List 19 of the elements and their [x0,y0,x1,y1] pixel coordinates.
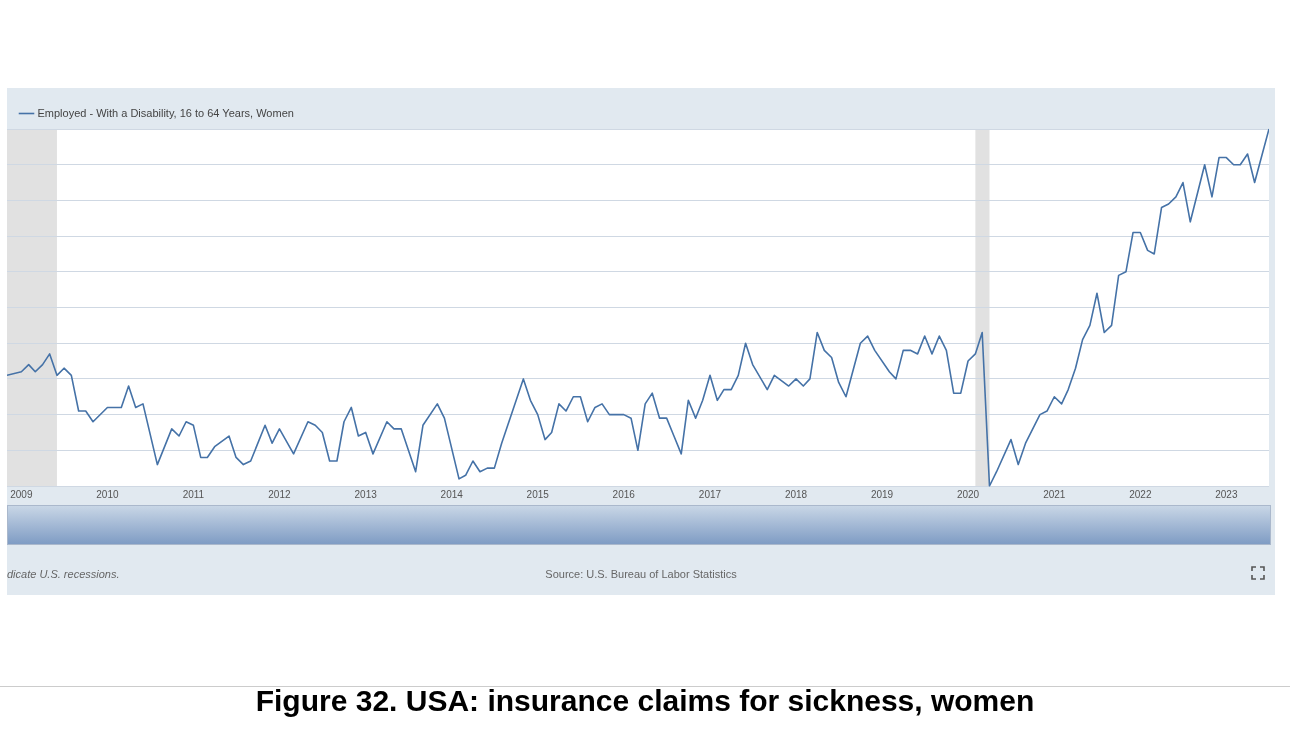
x-tick-label: 2017 [698,488,722,500]
x-tick-label: 2022 [1129,488,1152,500]
x-tick-label: 2013 [354,488,378,500]
source-note: Source: U.S. Bureau of Labor Statistics [545,568,737,580]
x-tick-label: 2020 [956,488,980,500]
x-tick-label: 2014 [440,488,464,500]
x-tick-label: 2016 [612,488,636,500]
x-tick-label: 2009 [10,488,33,500]
x-tick-label: 2010 [96,488,119,500]
x-tick-label: 2021 [1043,488,1066,500]
x-tick-label: 2015 [526,488,550,500]
x-tick-label: 2012 [268,488,291,500]
text: Figure 32. USA: insurance claims for sickness, women [254,684,1036,718]
x-tick-label: 2019 [870,488,894,500]
legend-label: Employed - With a Disability, 16 to 64 Years, Women [37,106,294,119]
x-tick-label: 2018 [784,488,808,500]
x-tick-label: 2011 [182,488,205,500]
x-tick-label: 2023 [1215,488,1238,500]
text: dicate U.S. recessions. [7,568,120,580]
